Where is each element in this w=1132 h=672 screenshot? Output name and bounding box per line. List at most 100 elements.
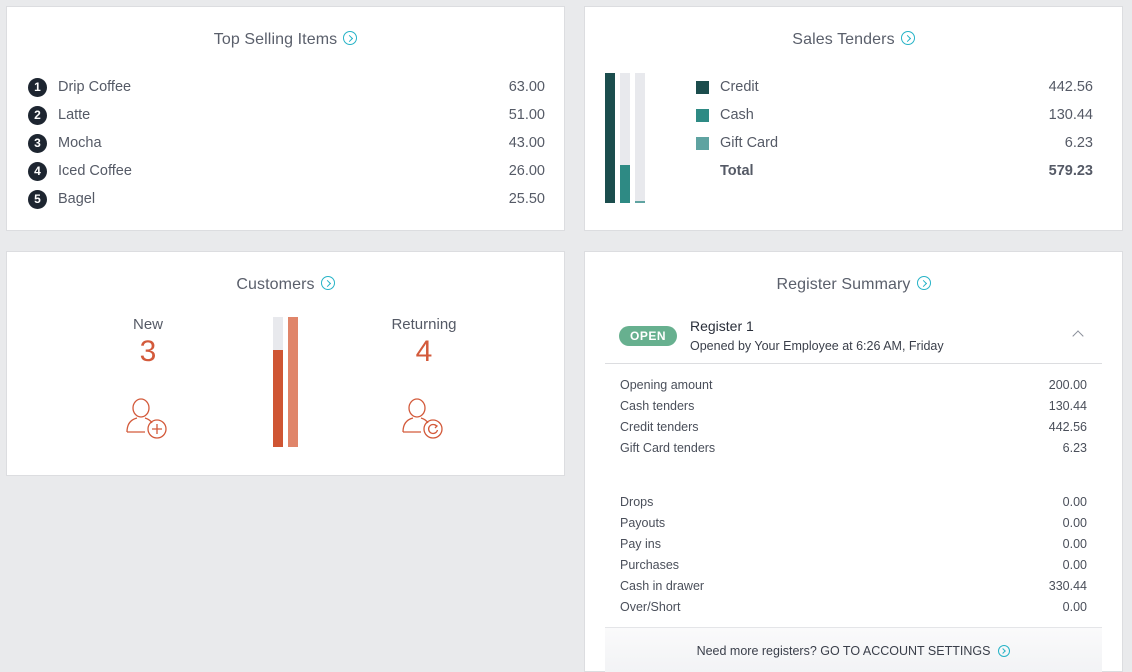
legend-swatch xyxy=(696,108,709,122)
tenders-list: Credit 442.56 Cash 130.44 Gift Card 6.23… xyxy=(696,73,1093,185)
item-value: 63.00 xyxy=(508,79,545,95)
item-value: 25.50 xyxy=(508,191,545,207)
register-header[interactable]: OPEN Register 1 Opened by Your Employee … xyxy=(605,314,1102,364)
new-customers-count: 3 xyxy=(139,335,157,368)
list-item: 3 Mocha 43.00 xyxy=(28,129,545,157)
row-label: Payouts xyxy=(620,515,666,530)
legend-swatch xyxy=(696,136,709,150)
new-customers-label: New xyxy=(132,316,163,333)
list-item: Gift Card 6.23 xyxy=(696,129,1093,157)
item-name: Bagel xyxy=(58,191,96,207)
row-value: 0.00 xyxy=(1062,515,1087,530)
list-item: Pay ins 0.00 xyxy=(620,533,1087,554)
row-value: 330.44 xyxy=(1048,578,1087,593)
list-item: Purchases 0.00 xyxy=(620,554,1087,575)
account-settings-text: Need more registers? GO TO ACCOUNT SETTI… xyxy=(696,644,991,658)
sales-tenders-card: Sales Tenders Credit 442.56 Cash 130.44 … xyxy=(584,6,1123,231)
list-item: Credit tenders 442.56 xyxy=(620,416,1087,437)
customers-title[interactable]: Customers xyxy=(7,276,564,294)
list-item: Payouts 0.00 xyxy=(620,512,1087,533)
item-name: Mocha xyxy=(58,135,102,151)
arrow-right-circle-icon[interactable] xyxy=(343,31,358,45)
list-item: 1 Drip Coffee 63.00 xyxy=(28,73,545,101)
list-item: 4 Iced Coffee 26.00 xyxy=(28,157,545,185)
tender-value: 130.44 xyxy=(1048,107,1093,123)
tender-bar-fill xyxy=(635,201,645,203)
register-adjustments: Drops 0.00 Payouts 0.00 Pay ins 0.00 Purcha… xyxy=(620,491,1087,617)
sales-tenders-title[interactable]: Sales Tenders xyxy=(585,31,1122,49)
tender-name: Gift Card xyxy=(720,135,779,151)
item-name: Latte xyxy=(58,107,91,123)
row-label: Gift Card tenders xyxy=(620,440,716,455)
row-label: Pay ins xyxy=(620,536,661,551)
arrow-right-circle-icon[interactable] xyxy=(916,276,931,290)
top-selling-card: Top Selling Items 1 Drip Coffee 63.00 2 … xyxy=(6,6,565,231)
item-value: 51.00 xyxy=(508,107,545,123)
row-label: Drops xyxy=(620,494,654,509)
item-value: 26.00 xyxy=(508,163,545,179)
item-value: 43.00 xyxy=(508,135,545,151)
tender-bar-fill xyxy=(605,73,615,203)
rank-badge: 1 xyxy=(28,77,47,97)
register-summary-card: Register Summary OPEN Register 1 Opened … xyxy=(584,251,1123,672)
list-item: 5 Bagel 25.50 xyxy=(28,185,545,213)
register-opened-info: Opened by Your Employee at 6:26 AM, Frid… xyxy=(690,339,944,353)
list-item: 2 Latte 51.00 xyxy=(28,101,545,129)
row-value: 0.00 xyxy=(1062,536,1087,551)
legend-swatch xyxy=(696,80,709,94)
rank-badge: 5 xyxy=(28,189,47,209)
sales-tenders-title-text: Sales Tenders xyxy=(792,31,895,48)
tender-name: Cash xyxy=(720,107,754,123)
row-label: Over/Short xyxy=(620,599,681,614)
customers-card: Customers New 3 Returning 4 xyxy=(6,251,565,476)
register-amounts: Opening amount 200.00 Cash tenders 130.44 … xyxy=(620,374,1087,458)
account-settings-link[interactable]: Need more registers? GO TO ACCOUNT SETTI… xyxy=(605,627,1102,672)
customers-bar-fill xyxy=(273,349,283,447)
add-user-icon xyxy=(126,398,167,439)
returning-customers: Returning 4 xyxy=(354,316,494,369)
top-selling-title-text: Top Selling Items xyxy=(213,31,338,48)
register-summary-title-text: Register Summary xyxy=(776,276,911,293)
status-badge: OPEN xyxy=(619,326,678,346)
customers-title-text: Customers xyxy=(236,276,315,293)
list-item: Drops 0.00 xyxy=(620,491,1087,512)
top-selling-list: 1 Drip Coffee 63.00 2 Latte 51.00 3 Moch… xyxy=(28,73,545,213)
row-value: 0.00 xyxy=(1062,557,1087,572)
returning-user-icon xyxy=(402,398,443,439)
list-item: Gift Card tenders 6.23 xyxy=(620,437,1087,458)
top-selling-title[interactable]: Top Selling Items xyxy=(7,31,564,49)
row-label: Opening amount xyxy=(620,377,713,392)
tender-value: 442.56 xyxy=(1048,79,1093,95)
arrow-right-circle-icon[interactable] xyxy=(998,645,1011,657)
row-value: 200.00 xyxy=(1048,377,1087,392)
returning-customers-count: 4 xyxy=(415,335,433,368)
tender-bar-gift-card xyxy=(635,73,645,203)
rank-badge: 3 xyxy=(28,133,47,153)
tender-name: Credit xyxy=(720,79,759,95)
tender-bar-credit xyxy=(605,73,615,203)
tender-bar-cash xyxy=(620,73,630,203)
new-customers: New 3 xyxy=(78,316,218,369)
list-item: Opening amount 200.00 xyxy=(620,374,1087,395)
list-item: Cash in drawer 330.44 xyxy=(620,575,1087,596)
row-value: 442.56 xyxy=(1048,419,1087,434)
row-label: Cash in drawer xyxy=(620,578,705,593)
item-name: Iced Coffee xyxy=(58,163,132,179)
register-name: Register 1 xyxy=(690,318,754,334)
new-customers-bar xyxy=(273,317,283,447)
arrow-right-circle-icon[interactable] xyxy=(320,276,335,290)
total-value: 579.23 xyxy=(1048,163,1093,179)
item-name: Drip Coffee xyxy=(58,79,132,95)
row-label: Credit tenders xyxy=(620,419,699,434)
row-value: 0.00 xyxy=(1062,599,1087,614)
tender-bar-fill xyxy=(620,164,630,203)
tender-value: 6.23 xyxy=(1064,135,1093,151)
list-item: Credit 442.56 xyxy=(696,73,1093,101)
list-item: Cash 130.44 xyxy=(696,101,1093,129)
register-summary-title[interactable]: Register Summary xyxy=(585,276,1122,294)
returning-customers-bar xyxy=(288,317,298,447)
total-row: Total 579.23 xyxy=(696,157,1093,185)
chevron-up-icon[interactable] xyxy=(1072,330,1084,342)
returning-customers-label: Returning xyxy=(391,316,457,333)
arrow-right-circle-icon[interactable] xyxy=(900,31,915,45)
